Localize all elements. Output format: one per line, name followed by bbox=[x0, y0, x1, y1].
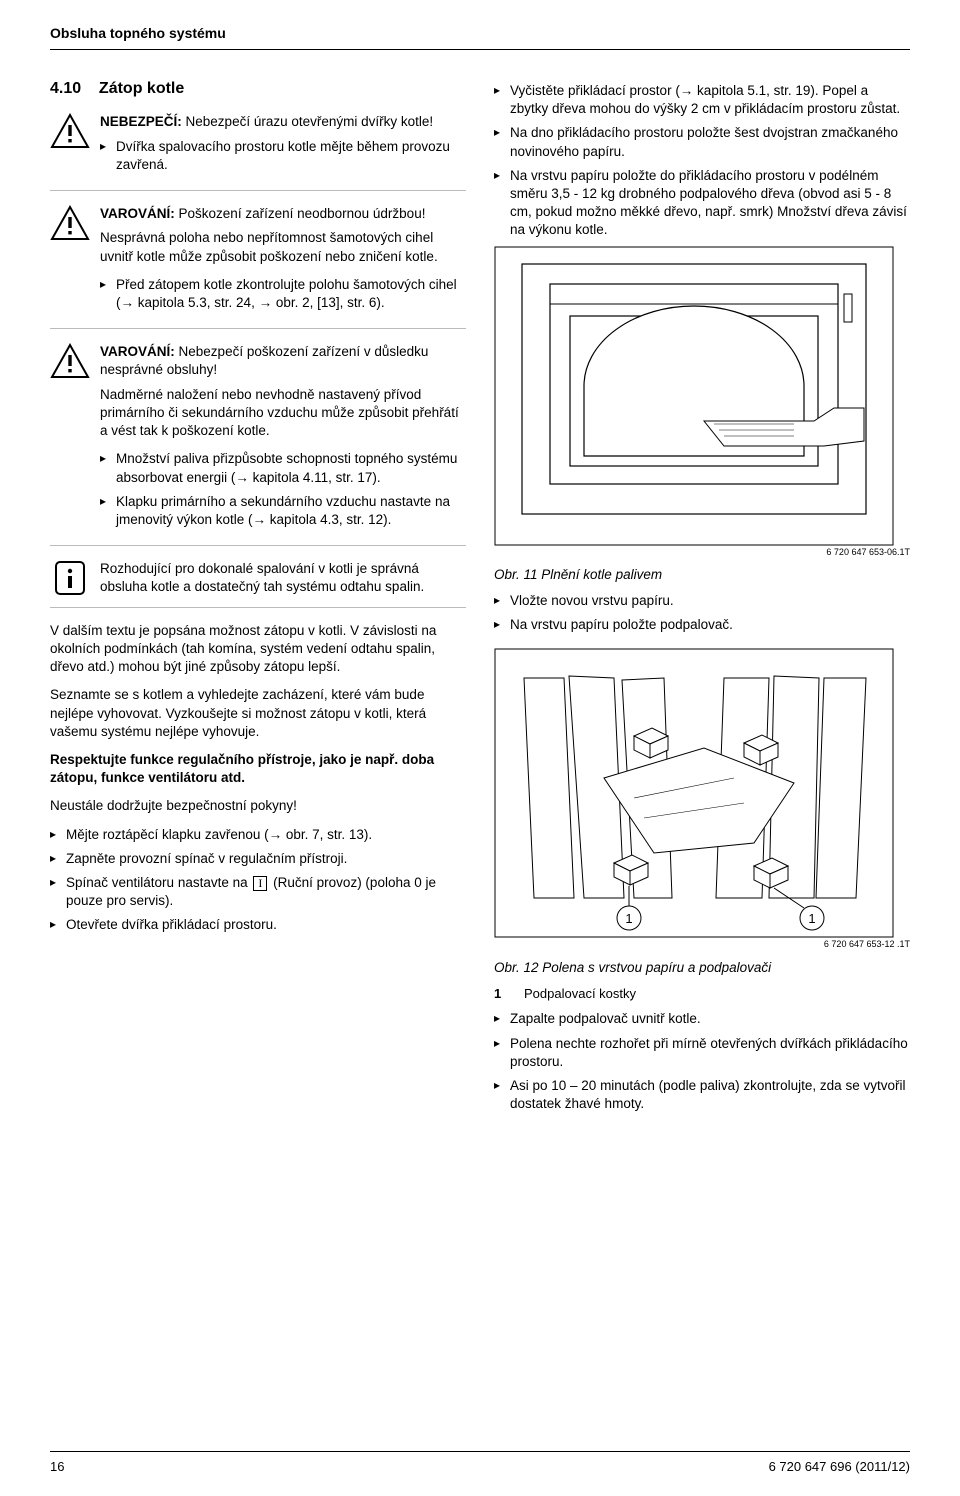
list-item: Na dno přikládacího prostoru položte šes… bbox=[494, 124, 910, 160]
danger-callout: NEBEZPEČÍ: Nebezpečí úrazu otevřenými dv… bbox=[50, 113, 466, 191]
list-item: Zapněte provozní spínač v regulačním pří… bbox=[50, 850, 466, 868]
list-item: Zapalte podpalovač uvnitř kotle. bbox=[494, 1010, 910, 1028]
list-item: Na vrstvu papíru položte podpalovač. bbox=[494, 616, 910, 634]
list-item: Polena nechte rozhořet při mírně otevřen… bbox=[494, 1035, 910, 1071]
warning-triangle-icon bbox=[50, 205, 90, 241]
section-number: 4.10 bbox=[50, 80, 81, 97]
danger-label: NEBEZPEČÍ: bbox=[100, 114, 182, 129]
list-item: Dvířka spalovacího prostoru kotle mějte … bbox=[100, 138, 466, 174]
figure-12-code: 6 720 647 653-12 .1T bbox=[494, 938, 910, 950]
switch-mode-box: I bbox=[253, 876, 267, 891]
fig11-followup-list: Vložte novou vrstvu papíru. Na vrstvu pa… bbox=[494, 592, 910, 634]
section-title: Zátop kotle bbox=[99, 80, 184, 97]
page-header-title: Obsluha topného systému bbox=[50, 24, 910, 43]
page-number: 16 bbox=[50, 1458, 64, 1476]
list-item: Vyčistěte přikládací prostor (→ kapitola… bbox=[494, 82, 910, 118]
list-item: Před zátopem kotle zkontrolujte polohu š… bbox=[100, 276, 466, 312]
svg-text:1: 1 bbox=[625, 911, 632, 926]
figure-12-illustration: 1 1 bbox=[494, 648, 894, 938]
warning1-label: VAROVÁNÍ: bbox=[100, 206, 175, 221]
legend-text: Podpalovací kostky bbox=[524, 985, 636, 1003]
list-item: Vložte novou vrstvu papíru. bbox=[494, 592, 910, 610]
para-4: Neustále dodržujte bezpečnostní pokyny! bbox=[50, 797, 466, 815]
info-callout: Rozhodující pro dokonalé spalování v kot… bbox=[50, 560, 466, 607]
list-item: Množství paliva přizpůsobte schopnosti t… bbox=[100, 450, 466, 486]
figure-11-caption: Obr. 11 Plnění kotle palivem bbox=[494, 566, 910, 584]
para-2: Seznamte se s kotlem a vyhledejte zacház… bbox=[50, 686, 466, 741]
warning-callout-1: VAROVÁNÍ: Poškození zařízení neodbornou … bbox=[50, 205, 466, 329]
warning2-lead: VAROVÁNÍ: Nebezpečí poškození zařízení v… bbox=[100, 343, 466, 379]
section-heading: 4.10 Zátop kotle bbox=[50, 78, 466, 100]
danger-text: Nebezpečí úrazu otevřenými dvířky kotle! bbox=[186, 114, 434, 129]
right-top-list: Vyčistěte přikládací prostor (→ kapitola… bbox=[494, 82, 910, 240]
info-text: Rozhodující pro dokonalé spalování v kot… bbox=[100, 560, 466, 596]
info-icon bbox=[50, 560, 90, 596]
list-item: Asi po 10 – 20 minutách (podle paliva) z… bbox=[494, 1077, 910, 1113]
doc-reference: 6 720 647 696 (2011/12) bbox=[769, 1458, 910, 1476]
danger-lead: NEBEZPEČÍ: Nebezpečí úrazu otevřenými dv… bbox=[100, 113, 466, 131]
page-footer: 16 6 720 647 696 (2011/12) bbox=[50, 1451, 910, 1476]
list-item-text-a: Spínač ventilátoru nastavte na bbox=[66, 875, 248, 890]
two-column-layout: 4.10 Zátop kotle NEBEZPEČÍ: Nebezpečí úr… bbox=[50, 78, 910, 1120]
warning1-para: Nesprávná poloha nebo nepřítomnost šamot… bbox=[100, 229, 466, 265]
list-item: Spínač ventilátoru nastavte na I (Ruční … bbox=[50, 874, 466, 910]
fig12-followup-list: Zapalte podpalovač uvnitř kotle. Polena … bbox=[494, 1010, 910, 1113]
warning-triangle-icon bbox=[50, 113, 90, 149]
figure-11-illustration bbox=[494, 246, 894, 546]
legend-key: 1 bbox=[494, 985, 510, 1003]
warning-triangle-icon bbox=[50, 343, 90, 379]
right-column: Vyčistěte přikládací prostor (→ kapitola… bbox=[494, 78, 910, 1120]
figure-11-code: 6 720 647 653-06.1T bbox=[494, 546, 910, 558]
left-column: 4.10 Zátop kotle NEBEZPEČÍ: Nebezpečí úr… bbox=[50, 78, 466, 1120]
list-item: Mějte roztápěcí klapku zavřenou (→ obr. … bbox=[50, 826, 466, 844]
list-item: Na vrstvu papíru položte do přikládacího… bbox=[494, 167, 910, 240]
figure-12: 1 1 6 720 647 653-12 .1T bbox=[494, 648, 910, 950]
figure-12-caption: Obr. 12 Polena s vrstvou papíru a podpal… bbox=[494, 959, 910, 977]
list-item: Otevřete dvířka přikládací prostoru. bbox=[50, 916, 466, 934]
warning2-para: Nadměrné naložení nebo nevhodně nastaven… bbox=[100, 386, 466, 441]
para-1: V dalším textu je popsána možnost zátopu… bbox=[50, 622, 466, 677]
left-bottom-list: Mějte roztápěcí klapku zavřenou (→ obr. … bbox=[50, 826, 466, 935]
list-item: Klapku primárního a sekundárního vzduchu… bbox=[100, 493, 466, 529]
figure-11: 6 720 647 653-06.1T bbox=[494, 246, 910, 558]
warning1-text: Poškození zařízení neodbornou údržbou! bbox=[179, 206, 426, 221]
header-rule bbox=[50, 49, 910, 50]
figure-12-legend: 1 Podpalovací kostky bbox=[494, 985, 910, 1003]
para-3-bold: Respektujte funkce regulačního přístroje… bbox=[50, 751, 466, 787]
warning1-lead: VAROVÁNÍ: Poškození zařízení neodbornou … bbox=[100, 205, 466, 223]
warning2-label: VAROVÁNÍ: bbox=[100, 344, 175, 359]
warning-callout-2: VAROVÁNÍ: Nebezpečí poškození zařízení v… bbox=[50, 343, 466, 546]
svg-text:1: 1 bbox=[808, 911, 815, 926]
